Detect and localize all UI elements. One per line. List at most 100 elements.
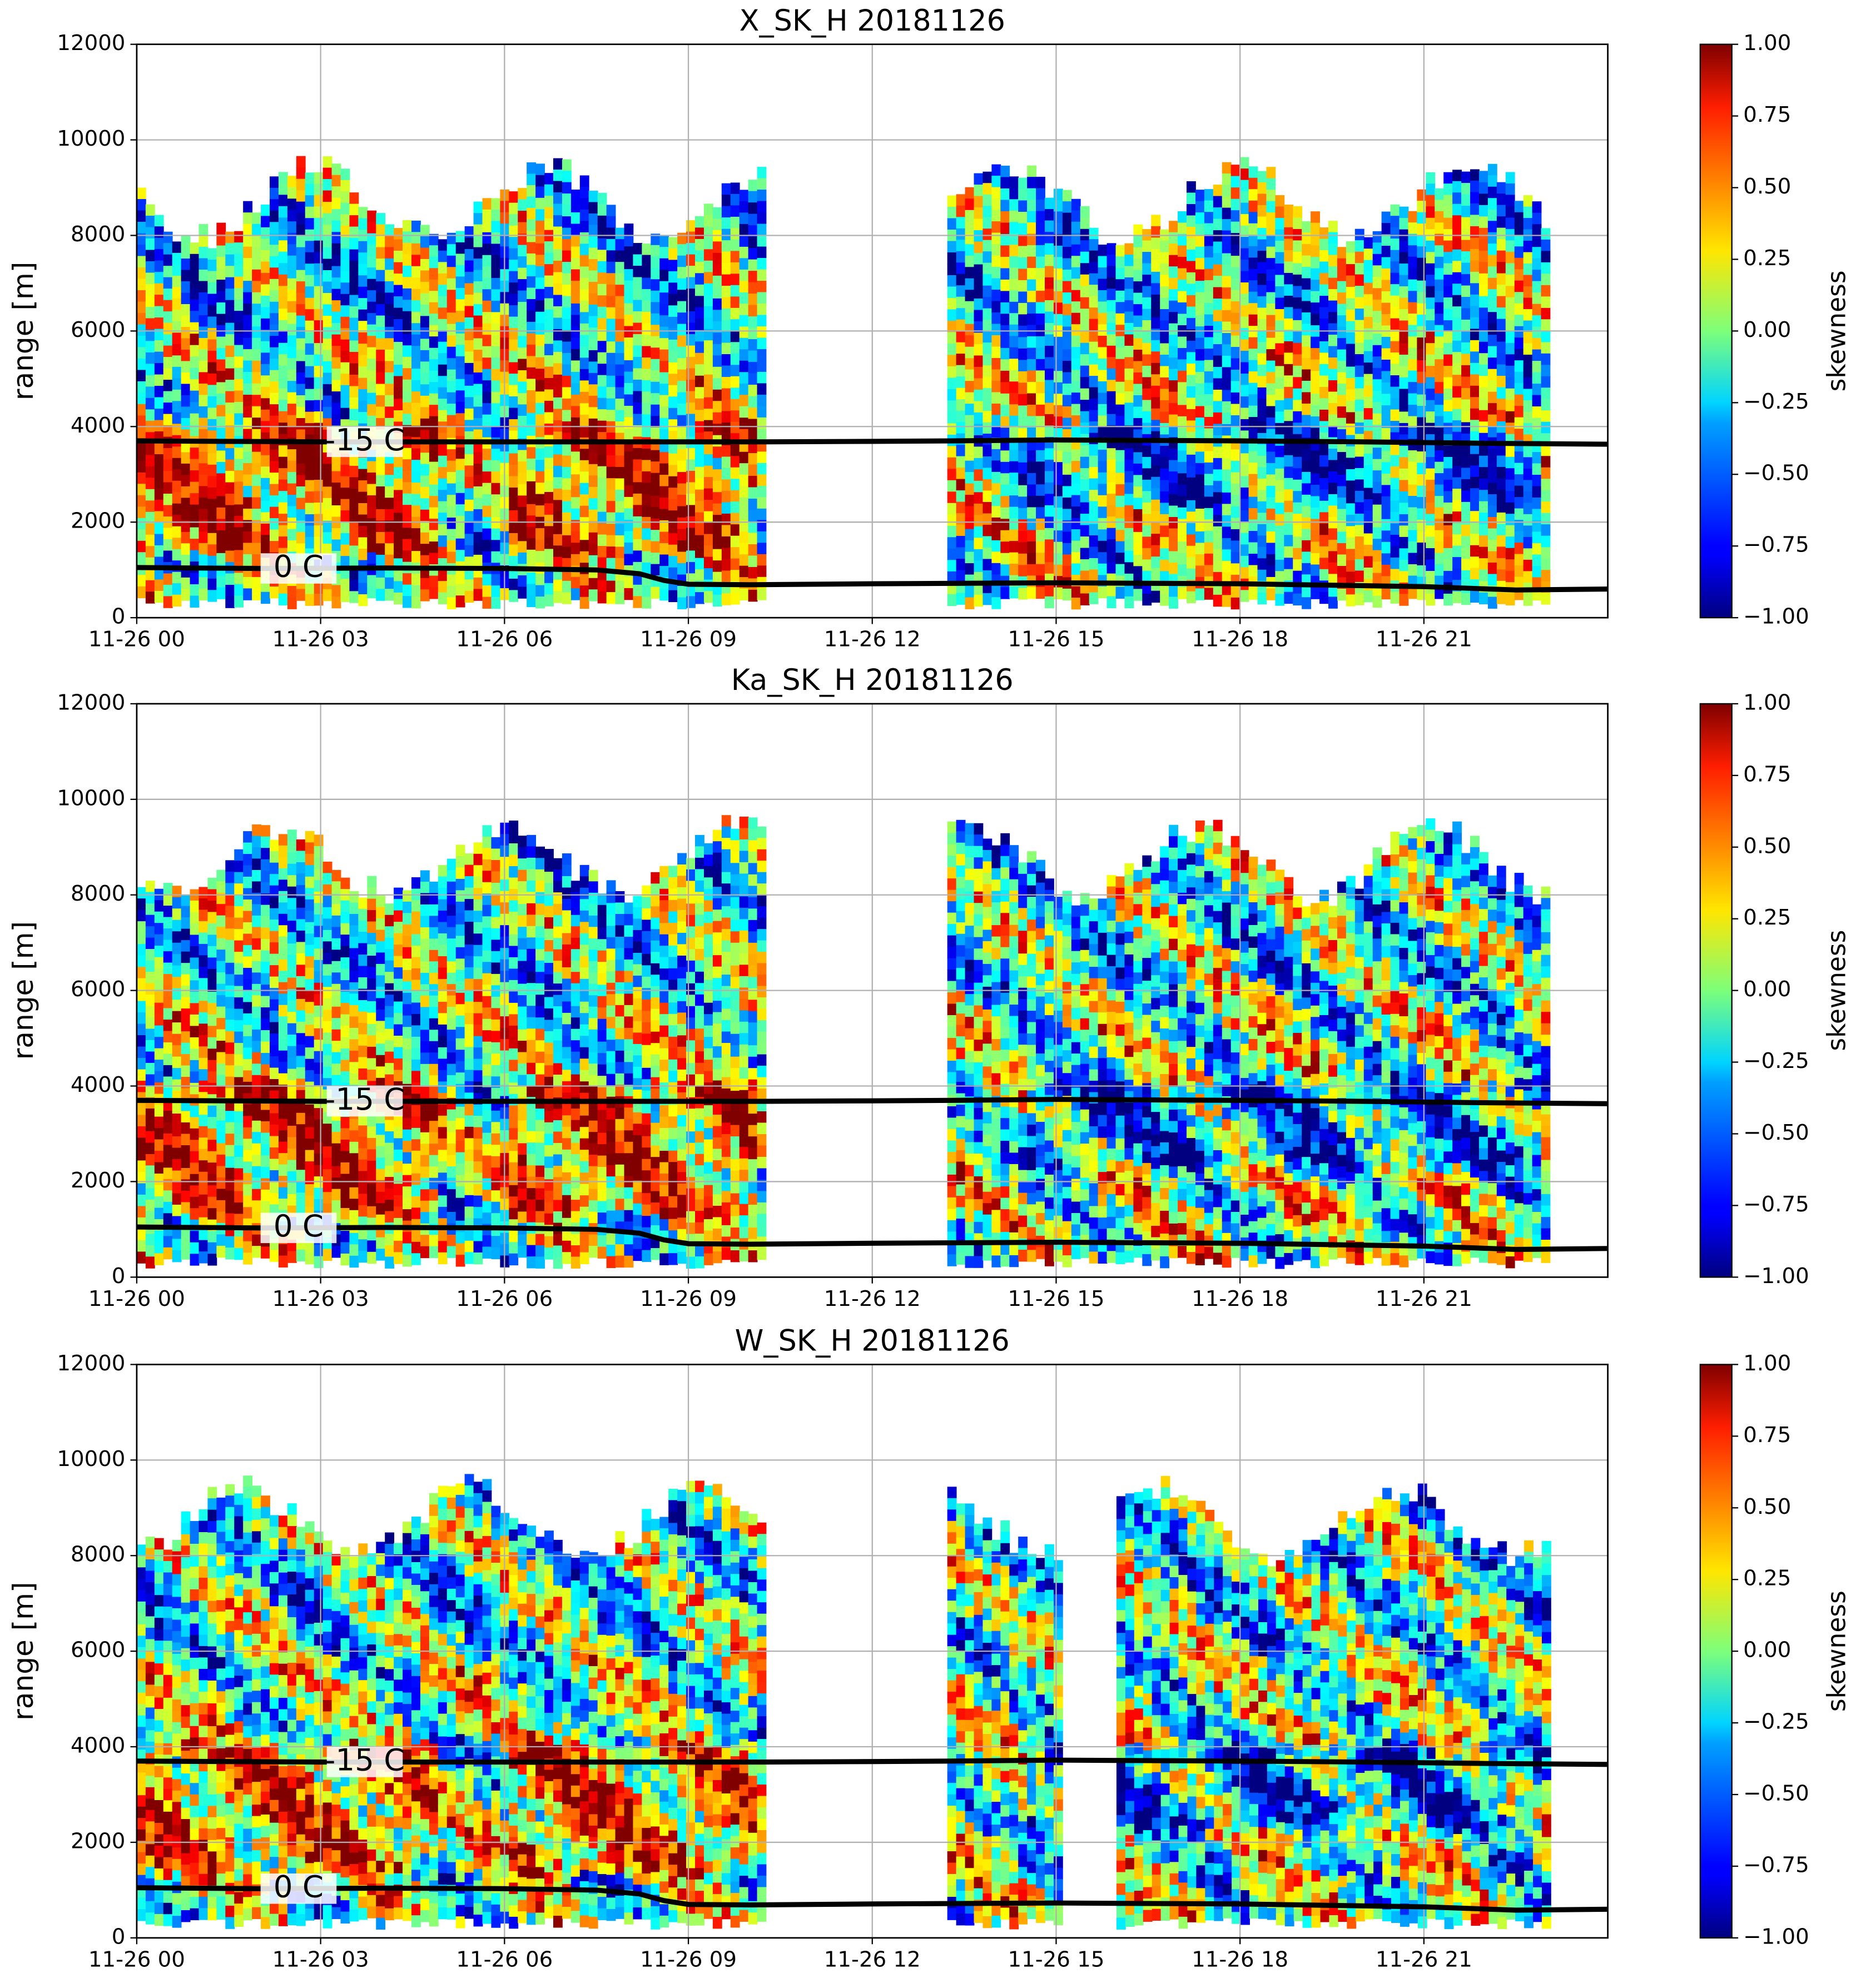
field-cell: [757, 394, 767, 407]
field-cell: [721, 331, 731, 344]
field-cell: [181, 509, 191, 521]
field-cell: [136, 990, 146, 1002]
field-cell: [403, 288, 412, 301]
field-cell: [331, 255, 341, 267]
field-cell: [491, 483, 501, 495]
field-cell: [1417, 542, 1427, 555]
field-cell: [1115, 518, 1125, 530]
field-cell: [1284, 478, 1294, 490]
field-cell: [269, 359, 279, 371]
field-cell: [261, 216, 270, 228]
field-cell: [394, 285, 403, 297]
field-cell: [1532, 315, 1542, 327]
field-cell: [1036, 256, 1045, 269]
field-cell: [1293, 411, 1303, 424]
field-cell: [1346, 423, 1356, 436]
field-cell: [686, 414, 696, 426]
field-cell: [305, 582, 315, 595]
field-cell: [1487, 232, 1497, 245]
field-cell: [1408, 233, 1418, 246]
field-cell: [190, 470, 200, 483]
field-cell: [1435, 211, 1445, 223]
field-cell: [965, 586, 975, 598]
field-cell: [331, 289, 341, 301]
field-cell: [1187, 397, 1196, 410]
field-cell: [136, 495, 146, 508]
field-cell: [974, 207, 984, 220]
field-cell: [947, 241, 957, 253]
field-cell: [597, 192, 607, 205]
field-cell: [588, 418, 598, 431]
field-cell: [1204, 280, 1214, 292]
field-cell: [712, 275, 722, 288]
field-cell: [1036, 177, 1045, 189]
field-cell: [535, 369, 545, 381]
field-cell: [1363, 374, 1373, 386]
field-cell: [446, 518, 456, 530]
field-cell: [527, 333, 537, 345]
field-cell: [965, 198, 975, 211]
field-cell: [1541, 296, 1551, 309]
field-cell: [965, 290, 975, 302]
field-cell: [1230, 540, 1240, 553]
field-cell: [464, 248, 474, 261]
field-cell: [385, 554, 395, 567]
field-cell: [553, 192, 563, 205]
field-cell: [1160, 252, 1170, 264]
field-cell: [1417, 189, 1427, 202]
field-cell: [305, 514, 315, 526]
field-cell: [1230, 551, 1240, 564]
field-cell: [1195, 565, 1205, 578]
field-cell: [1151, 488, 1161, 500]
field-cell: [1248, 531, 1258, 543]
field-cell: [982, 274, 992, 286]
field-cell: [305, 491, 315, 504]
field-cell: [1337, 349, 1347, 362]
field-cell: [385, 384, 395, 396]
field-cell: [509, 305, 519, 317]
field-cell: [509, 510, 519, 523]
field-cell: [991, 232, 1001, 245]
field-cell: [482, 585, 492, 598]
field-cell: [597, 329, 607, 342]
field-cell: [562, 489, 572, 502]
field-cell: [1354, 388, 1364, 400]
field-cell: [1381, 291, 1391, 304]
field-cell: [1266, 190, 1276, 202]
field-cell: [1169, 391, 1178, 404]
field-cell: [535, 448, 545, 461]
field-cell: [579, 175, 589, 187]
field-cell: [296, 384, 306, 396]
field-cell: [1443, 548, 1453, 560]
field-cell: [703, 306, 713, 319]
field-cell: [615, 455, 625, 468]
field-cell: [1080, 286, 1090, 298]
field-cell: [455, 367, 465, 380]
field-cell: [464, 294, 474, 307]
field-cell: [1505, 217, 1515, 230]
field-cell: [1009, 392, 1019, 405]
field-cell: [1302, 449, 1312, 461]
field-cell: [1133, 338, 1143, 350]
field-cell: [570, 235, 580, 247]
field-cell: [296, 338, 306, 350]
field-cell: [1133, 418, 1143, 430]
field-cell: [1036, 495, 1045, 508]
field-cell: [367, 415, 377, 428]
field-cell: [1346, 491, 1356, 504]
field-cell: [411, 402, 421, 415]
field-cell: [1514, 463, 1524, 475]
field-cell: [367, 540, 377, 553]
field-cell: [482, 323, 492, 336]
field-cell: [1187, 489, 1196, 501]
field-cell: [1178, 211, 1187, 223]
field-cell: [1257, 399, 1267, 411]
field-cell: [965, 210, 975, 222]
field-cell: [403, 379, 412, 392]
field-cell: [358, 548, 368, 561]
field-cell: [721, 593, 731, 605]
field-cell: [1461, 342, 1471, 355]
field-cell: [1009, 187, 1019, 200]
field-cell: [278, 172, 288, 184]
field-cell: [1275, 503, 1285, 515]
